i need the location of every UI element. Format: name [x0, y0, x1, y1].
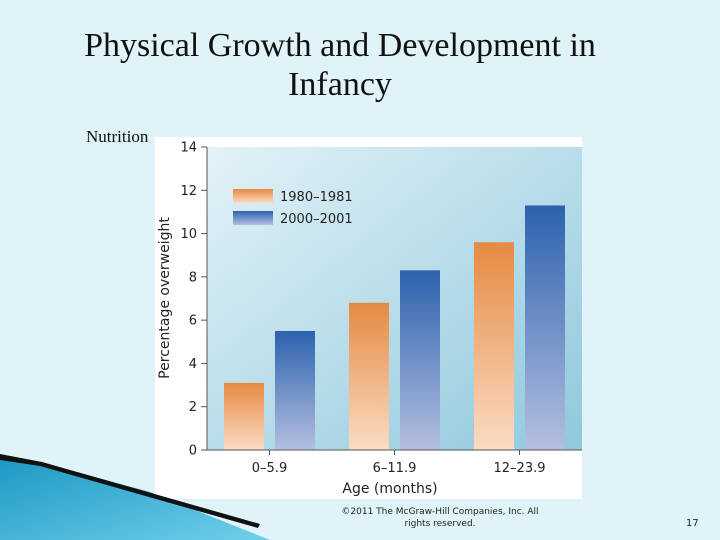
- bars-group: [224, 205, 565, 450]
- bar-2000-cat2: [525, 205, 565, 450]
- bar-1980-cat1: [349, 302, 389, 450]
- y-axis: 0 2 4 6 8 10 12 14: [180, 141, 208, 459]
- y-tick-label: 2: [189, 400, 197, 415]
- legend: 1980–1981 2000–2001: [233, 189, 353, 227]
- x-axis: 0–5.9 6–11.9 12–23.9: [207, 449, 582, 476]
- x-tick-label: 0–5.9: [252, 461, 287, 476]
- y-tick-label: 12: [180, 184, 197, 199]
- copyright-footer: ©2011 The McGraw-Hill Companies, Inc. Al…: [341, 507, 539, 529]
- bar-1980-cat0: [224, 382, 264, 450]
- x-axis-label: Age (months): [342, 481, 437, 497]
- legend-label-1: 2000–2001: [280, 212, 353, 227]
- overweight-bar-chart: 0 2 4 6 8 10 12 14 0–5.9 6–11.9 12–23.9 1980–1981…: [157, 141, 582, 497]
- y-tick-label: 0: [189, 444, 197, 459]
- x-tick-label: 12–23.9: [494, 461, 546, 476]
- bar-2000-cat0: [275, 330, 315, 450]
- y-tick-label: 8: [189, 270, 197, 285]
- bullet-nutrition: Nutrition: [86, 127, 149, 146]
- legend-swatch-1: [233, 211, 273, 225]
- bar-2000-cat1: [400, 270, 440, 450]
- y-tick-label: 14: [180, 141, 197, 156]
- chart-panel: 0 2 4 6 8 10 12 14 0–5.9 6–11.9 12–23.9 1980–1981…: [155, 137, 582, 499]
- y-tick-label: 6: [189, 314, 197, 329]
- y-tick-label: 4: [189, 357, 197, 372]
- slide-title: Physical Growth and Development in Infan…: [84, 27, 596, 103]
- legend-label-0: 1980–1981: [280, 190, 353, 205]
- y-axis-label: Percentage overweight: [157, 217, 173, 379]
- blue-swoosh-shape: [0, 456, 270, 540]
- bar-1980-cat2: [474, 242, 514, 450]
- x-tick-label: 6–11.9: [373, 461, 417, 476]
- black-swoosh-line: [0, 454, 260, 528]
- legend-swatch-0: [233, 189, 273, 203]
- page-number: 17: [686, 518, 699, 529]
- y-tick-label: 10: [180, 227, 197, 242]
